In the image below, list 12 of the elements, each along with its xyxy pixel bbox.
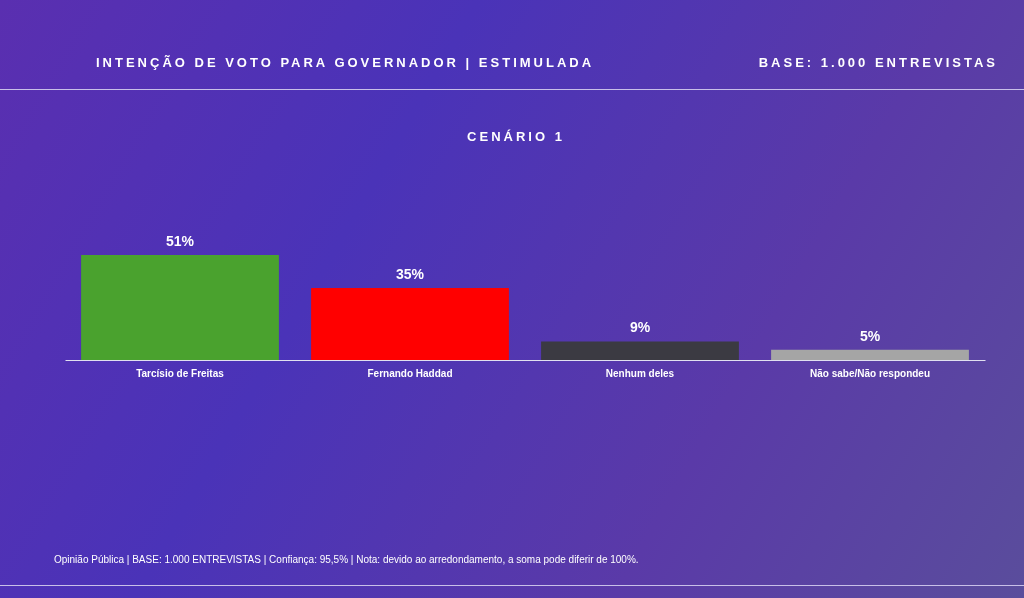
data-label: 5% — [859, 327, 881, 344]
data-label: 51% — [165, 233, 195, 249]
data-label: 9% — [629, 319, 651, 336]
chart-title: INTENÇÃO DE VOTO PARA GOVERNADOR | ESTIMULADA — [96, 55, 595, 70]
data-label: 35% — [395, 265, 425, 282]
x-tick-label: Nenhum deles — [605, 367, 675, 379]
x-tick-label: Tarcísio de Freitas — [136, 367, 225, 379]
x-tick-label: Não sabe/Não respondeu — [809, 367, 931, 379]
text: CENÁRIO 1 — [466, 129, 566, 144]
x-tick-label: Fernando Haddad — [367, 367, 453, 379]
text: Opinião Pública | BASE: 1.000 ENTREVISTAS | Confiança: 95,5% | Nota: devido ao arredondamento, a soma pode diferir de 100%. — [54, 554, 639, 565]
chart-subtitle: BASE: 1.000 ENTREVISTAS — [758, 55, 998, 70]
